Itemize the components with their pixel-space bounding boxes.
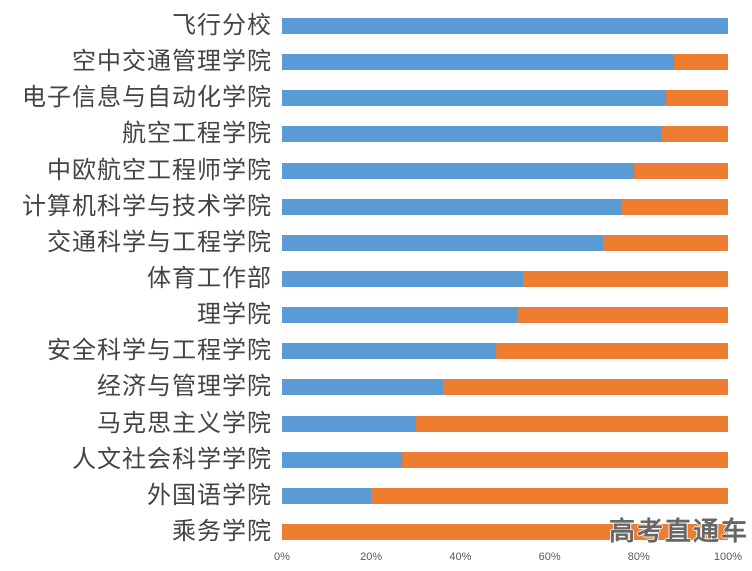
orange-bar-segment (665, 90, 728, 107)
blue-bar-segment (282, 379, 443, 396)
blue-bar-segment (282, 271, 523, 288)
bar-track (282, 198, 728, 215)
bar-track (282, 162, 728, 179)
bar-rows-container: 飞行分校空中交通管理学院电子信息与自动化学院航空工程学院中欧航空工程师学院计算机… (0, 8, 752, 550)
orange-bar-segment (415, 415, 728, 432)
blue-bar-segment (282, 90, 666, 107)
x-axis: 0% 20% 40% 60% 80% 100% (274, 551, 742, 567)
bar-track (282, 18, 728, 35)
blue-bar-segment (282, 18, 728, 35)
watermark: 高考直通车 (608, 516, 749, 546)
category-label: 乘务学院 (172, 518, 272, 546)
orange-bar-segment (674, 54, 728, 71)
orange-bar-segment (634, 162, 728, 179)
chart-row: 经济与管理学院 (0, 369, 752, 405)
x-axis-tick-label: 40% (449, 551, 472, 563)
chart-row: 马克思主义学院 (0, 406, 752, 442)
category-label: 人文社会科学学院 (72, 445, 272, 473)
category-label: 飞行分校 (172, 12, 272, 40)
category-label: 交通科学与工程学院 (47, 228, 272, 256)
bar-track (282, 54, 728, 71)
chart-row: 航空工程学院 (0, 116, 752, 152)
category-label: 体育工作部 (147, 265, 272, 293)
orange-bar-segment (661, 126, 728, 143)
category-label: 计算机科学与技术学院 (22, 192, 272, 220)
orange-bar-segment (402, 451, 728, 468)
bar-track (282, 234, 728, 251)
blue-bar-segment (282, 343, 497, 360)
bar-track (282, 343, 728, 360)
chart-row: 人文社会科学学院 (0, 442, 752, 478)
blue-bar-segment (282, 234, 604, 251)
bar-track (282, 487, 728, 504)
chart-row: 安全科学与工程学院 (0, 333, 752, 369)
x-axis-tick-label: 80% (627, 551, 650, 563)
chart-row: 乘务学院 (0, 514, 752, 550)
bar-track (282, 524, 728, 541)
chart-row: 飞行分校 (0, 8, 752, 44)
x-axis-tick-label: 20% (360, 551, 383, 563)
category-label: 理学院 (197, 301, 272, 329)
bar-track (282, 307, 728, 324)
bar-track (282, 90, 728, 107)
orange-bar-segment (522, 271, 728, 288)
category-label: 外国语学院 (147, 481, 272, 509)
category-label: 航空工程学院 (122, 120, 272, 148)
blue-bar-segment (282, 307, 519, 324)
orange-bar-segment (442, 379, 728, 396)
category-label: 空中交通管理学院 (72, 48, 272, 76)
blue-bar-segment (282, 126, 662, 143)
x-axis-tick-label: 60% (538, 551, 561, 563)
chart-row: 交通科学与工程学院 (0, 225, 752, 261)
chart-row: 空中交通管理学院 (0, 44, 752, 80)
orange-bar-segment (496, 343, 728, 360)
orange-bar-segment (603, 234, 728, 251)
chart-row: 中欧航空工程师学院 (0, 153, 752, 189)
chart-row: 体育工作部 (0, 261, 752, 297)
blue-bar-segment (282, 487, 372, 504)
category-label: 安全科学与工程学院 (47, 337, 272, 365)
orange-bar-segment (282, 524, 728, 541)
chart-row: 电子信息与自动化学院 (0, 80, 752, 116)
category-label: 电子信息与自动化学院 (22, 84, 272, 112)
bar-track (282, 126, 728, 143)
chart-row: 理学院 (0, 297, 752, 333)
blue-bar-segment (282, 198, 621, 215)
blue-bar-segment (282, 415, 416, 432)
bar-track (282, 415, 728, 432)
blue-bar-segment (282, 451, 403, 468)
category-label: 经济与管理学院 (97, 373, 272, 401)
chart-row: 外国语学院 (0, 478, 752, 514)
category-label: 马克思主义学院 (97, 409, 272, 437)
category-label: 中欧航空工程师学院 (47, 156, 272, 184)
orange-bar-segment (371, 487, 728, 504)
x-axis-tick-label: 0% (274, 551, 290, 563)
orange-bar-segment (620, 198, 728, 215)
x-axis-tick-label: 100% (713, 551, 743, 563)
blue-bar-segment (282, 54, 675, 71)
bar-track (282, 271, 728, 288)
bar-track (282, 451, 728, 468)
chart-row: 计算机科学与技术学院 (0, 189, 752, 225)
orange-bar-segment (518, 307, 728, 324)
bar-track (282, 379, 728, 396)
blue-bar-segment (282, 162, 635, 179)
